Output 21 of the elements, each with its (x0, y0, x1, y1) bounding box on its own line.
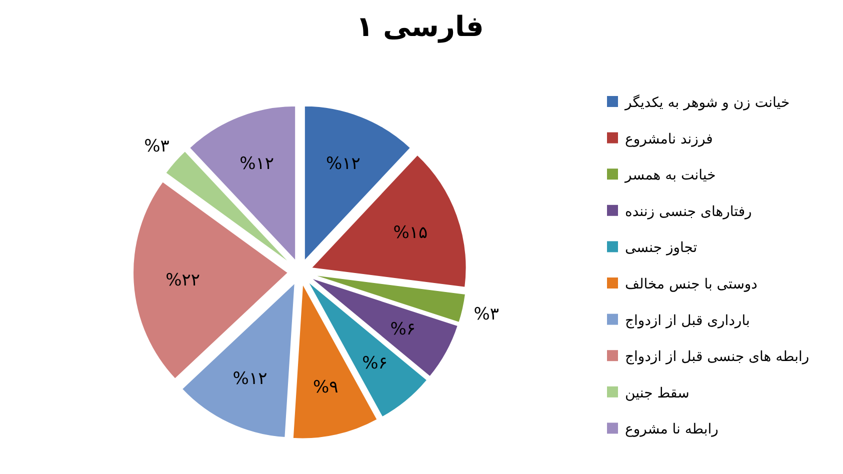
legend-label: بارداری قبل از ازدواج (625, 312, 750, 329)
data-label: %۱۲ (232, 369, 268, 390)
legend-label: رابطه های جنسی قبل از ازدواج (625, 349, 810, 366)
legend-label: دوستی با جنس مخالف (625, 276, 758, 292)
legend-label: رفتارهای جنسی زننده (625, 204, 752, 220)
chart-title: فارسی ۱ (356, 10, 484, 43)
data-label: %۳ (144, 136, 170, 157)
data-label: %۱۲ (240, 154, 274, 174)
legend-label: تجاوز جنسی (625, 240, 698, 256)
data-label: %۹ (312, 378, 338, 398)
data-label: %۱۵ (393, 223, 428, 244)
legend-label: خیانت به همسر (624, 168, 716, 184)
legend-label: فرزند نامشروع (625, 131, 713, 148)
legend-label: سقط جنین (625, 385, 690, 402)
data-label: %۱۲ (326, 154, 360, 174)
legend-label: خیانت زن و شوهر به یکدیگر (624, 94, 790, 111)
data-label: %۶ (390, 320, 416, 340)
data-label: %۳ (474, 304, 500, 325)
data-label: %۲۲ (166, 270, 200, 290)
legend-label: رابطه نا مشروع (625, 422, 718, 438)
data-label: %۶ (362, 353, 388, 374)
